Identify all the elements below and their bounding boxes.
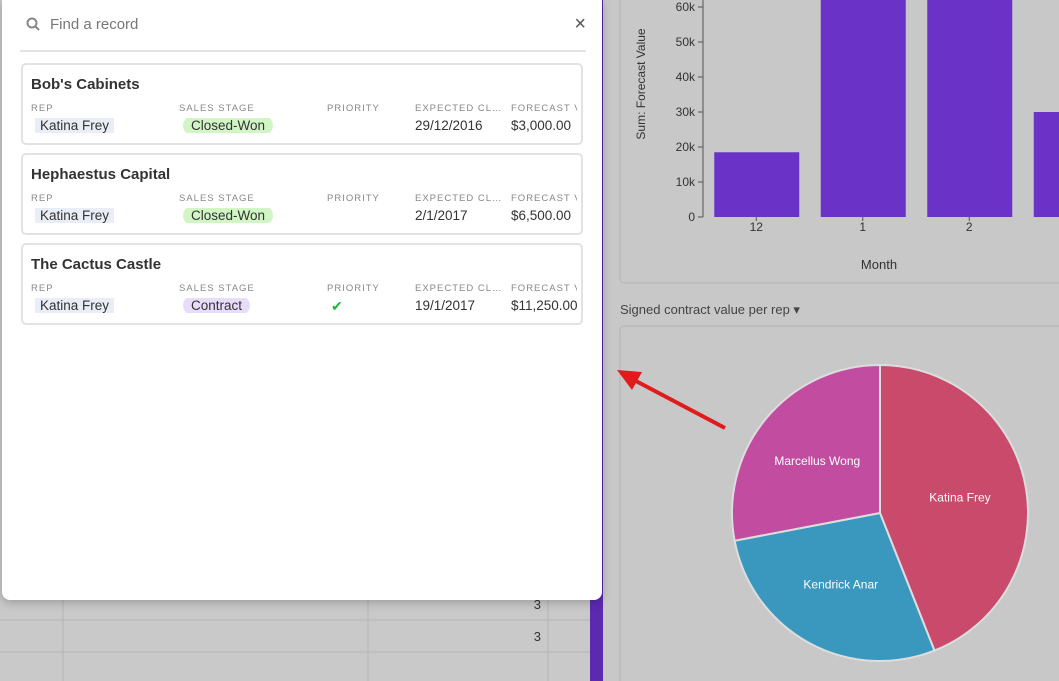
slice-label: Katina Frey <box>929 491 990 505</box>
bar <box>927 0 1013 217</box>
chart-title: Signed contract value per rep ▾ <box>620 302 800 317</box>
close-button[interactable]: × <box>574 13 586 35</box>
bar <box>1033 112 1059 217</box>
y-tick-label: 30k <box>676 105 696 119</box>
x-axis-label: Month <box>861 257 897 272</box>
field-value: Katina Frey <box>35 298 115 313</box>
field-value: Katina Frey <box>35 118 115 133</box>
y-tick-label: 0 <box>688 210 695 224</box>
bar <box>714 152 800 217</box>
y-tick-label: 10k <box>676 175 696 189</box>
record-picker: Find a record × Bob's Cabinets REP SALES S… <box>2 0 602 600</box>
record-name: The Cactus Castle <box>31 256 162 273</box>
field-value: $3,000.00 <box>511 118 571 133</box>
table-cell: 3 <box>534 629 541 644</box>
field-label: PRIORITY <box>327 103 380 114</box>
forecast: $11,250.00 <box>511 298 577 313</box>
search-icon <box>26 17 40 31</box>
close-date: 2/1/2017 <box>415 208 468 223</box>
table-cell: 3 <box>534 597 541 612</box>
pie-slice <box>733 511 936 662</box>
field-value: Contract <box>183 298 251 313</box>
field-label: SALES STAGE <box>179 283 255 294</box>
search-input[interactable]: Find a record <box>50 16 139 33</box>
x-tick-label: 2 <box>966 220 973 234</box>
rep-pill: Katina Frey <box>35 118 115 133</box>
slice-label: Marcellus Wong <box>774 454 860 468</box>
rep-pill: Katina Frey <box>35 208 115 223</box>
stage-pill: Closed-Won <box>183 118 274 133</box>
y-axis-label: Sum: Forecast Value <box>634 28 648 139</box>
record-card[interactable]: The Cactus Castle REP SALES STAGE PRIORITY E… <box>21 243 583 325</box>
y-tick-label: 20k <box>676 140 696 154</box>
stage-pill: Contract <box>183 298 251 313</box>
field-label: REP <box>31 193 54 204</box>
field-label: PRIORITY <box>327 193 380 204</box>
y-tick-label: 40k <box>676 70 696 84</box>
forecast: $6,500.00 <box>511 208 572 223</box>
field-value: Closed-Won <box>183 118 274 133</box>
priority-check: ✔ <box>331 298 343 314</box>
record-card[interactable]: Hephaestus Capital REP SALES STAGE PRIORITY… <box>21 153 583 235</box>
field-label: EXPECTED CL… <box>415 193 503 204</box>
x-tick-label: 1 <box>859 220 866 234</box>
y-tick-label: 60k <box>676 0 696 14</box>
plot <box>714 0 1059 217</box>
field-label: FORECAST V <box>511 283 577 294</box>
field-value: ✔ <box>331 298 343 315</box>
field-value: 19/1/2017 <box>415 298 475 313</box>
field-value: $11,250.00 <box>511 298 577 313</box>
record-name: Hephaestus Capital <box>31 166 171 183</box>
pie-panel <box>619 325 1059 681</box>
rep-pill: Katina Frey <box>35 298 115 313</box>
record-name: Bob's Cabinets <box>31 76 140 93</box>
bar <box>820 0 906 217</box>
close-date: 29/12/2016 <box>415 118 483 133</box>
record-card[interactable]: Bob's Cabinets REP SALES STAGE PRIORITY EXPE… <box>21 63 583 145</box>
field-label: REP <box>31 103 54 114</box>
slice-label: Kendrick Anar <box>803 577 878 591</box>
field-value: Closed-Won <box>183 208 274 223</box>
field-label: PRIORITY <box>327 283 380 294</box>
field-value: Katina Frey <box>35 208 115 223</box>
field-value: $6,500.00 <box>511 208 571 223</box>
field-value: 29/12/2016 <box>415 118 483 133</box>
field-label: SALES STAGE <box>179 193 255 204</box>
field-label: REP <box>31 283 54 294</box>
stage-pill: Closed-Won <box>183 208 274 223</box>
forecast: $3,000.00 <box>511 118 572 133</box>
field-label: SALES STAGE <box>179 103 255 114</box>
field-label: EXPECTED CL… <box>415 103 503 114</box>
pie-slice <box>731 363 881 542</box>
field-label: EXPECTED CL… <box>415 283 503 294</box>
search-bar[interactable]: Find a record × <box>20 0 586 52</box>
table-lines <box>0 600 590 681</box>
y-tick-label: 50k <box>676 35 696 49</box>
pie-slice <box>879 363 1029 652</box>
x-tick-label: 12 <box>750 220 764 234</box>
field-label: FORECAST V <box>511 193 577 204</box>
field-label: FORECAST V <box>511 103 577 114</box>
bar-panel <box>619 0 1059 284</box>
arrow <box>617 370 726 430</box>
field-value: 2/1/2017 <box>415 208 468 223</box>
close-date: 19/1/2017 <box>415 298 476 313</box>
